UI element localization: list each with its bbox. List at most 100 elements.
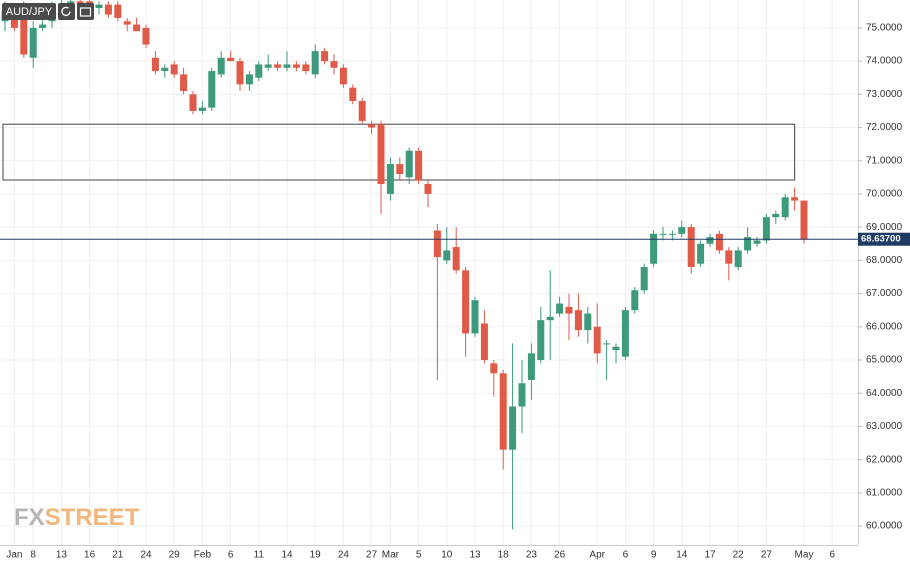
candle-body bbox=[208, 71, 216, 108]
candle-body bbox=[715, 233, 723, 251]
x-tick-label: 8 bbox=[30, 550, 36, 561]
x-tick-label: 5 bbox=[416, 550, 422, 561]
last-price-box bbox=[858, 232, 910, 246]
candle-body bbox=[603, 343, 611, 345]
x-tick-label: Mar bbox=[382, 550, 400, 561]
candle-body bbox=[255, 64, 263, 78]
candle-body bbox=[236, 61, 244, 85]
candle-body bbox=[471, 300, 479, 334]
watermark-fx: FX bbox=[14, 504, 45, 531]
candle-body bbox=[180, 74, 188, 91]
candle-body bbox=[631, 290, 639, 311]
candle-body bbox=[621, 310, 629, 357]
candle-body bbox=[659, 233, 667, 235]
candle-body bbox=[198, 107, 206, 111]
candle-body bbox=[95, 4, 103, 8]
candle-body bbox=[772, 213, 780, 218]
candle-body bbox=[368, 124, 376, 128]
y-tick-label: 61.0000 bbox=[866, 487, 903, 498]
candle-body bbox=[753, 240, 761, 244]
x-tick-label: 16 bbox=[84, 550, 96, 561]
x-tick-label: 29 bbox=[169, 550, 181, 561]
candle-body bbox=[292, 64, 300, 68]
candle-body bbox=[39, 24, 47, 28]
y-tick-label: 73.0000 bbox=[866, 89, 903, 100]
candle-body bbox=[537, 320, 545, 361]
x-tick-label: 24 bbox=[140, 550, 152, 561]
candle-body bbox=[706, 237, 714, 244]
y-tick-label: 60.0000 bbox=[866, 521, 903, 532]
candle-body bbox=[725, 250, 733, 264]
candle-body bbox=[462, 270, 470, 334]
x-tick-label: 6 bbox=[829, 550, 835, 561]
candle-body bbox=[574, 310, 582, 331]
settings-button[interactable] bbox=[77, 3, 94, 20]
candle-body bbox=[734, 250, 742, 268]
candle-body bbox=[499, 373, 507, 450]
candle-body bbox=[650, 233, 658, 264]
y-tick-label: 69.0000 bbox=[866, 222, 903, 233]
candle-body bbox=[518, 383, 526, 407]
refresh-button[interactable] bbox=[58, 3, 75, 20]
y-tick-label: 68.0000 bbox=[866, 255, 903, 266]
candle-body bbox=[509, 406, 517, 450]
candle-body bbox=[386, 164, 394, 194]
candle-body bbox=[330, 61, 338, 68]
y-tick-label: 62.0000 bbox=[866, 454, 903, 465]
x-tick-label: 6 bbox=[623, 550, 629, 561]
candle-body bbox=[161, 67, 169, 72]
x-tick-label: 6 bbox=[228, 550, 234, 561]
refresh-icon bbox=[61, 6, 71, 17]
x-tick-label: 24 bbox=[338, 550, 350, 561]
x-tick-label: 18 bbox=[498, 550, 510, 561]
y-tick-label: 75.0000 bbox=[866, 23, 903, 34]
candle-body bbox=[358, 100, 366, 121]
x-tick-label: 14 bbox=[676, 550, 688, 561]
candle-body bbox=[668, 233, 676, 235]
candle-body bbox=[133, 24, 141, 32]
candle-body bbox=[377, 124, 385, 184]
candle-body bbox=[781, 197, 789, 218]
x-tick-label: 11 bbox=[254, 550, 265, 561]
candle-body bbox=[396, 164, 404, 175]
settings-icon bbox=[79, 7, 92, 17]
candle-body bbox=[283, 64, 291, 68]
y-tick-label: 65.0000 bbox=[866, 355, 903, 366]
candle-body bbox=[565, 306, 573, 314]
candle-body bbox=[791, 197, 799, 201]
candle-body bbox=[640, 267, 648, 291]
y-tick-label: 66.0000 bbox=[866, 321, 903, 332]
candle-body bbox=[151, 57, 159, 72]
candle-body bbox=[302, 64, 310, 72]
x-tick-label: 21 bbox=[112, 550, 124, 561]
candle-body bbox=[678, 227, 686, 234]
candle-body bbox=[245, 74, 253, 85]
candle-body bbox=[405, 150, 413, 178]
candle-body bbox=[264, 64, 272, 68]
x-tick-label: 14 bbox=[281, 550, 293, 561]
grid bbox=[0, 0, 862, 545]
candle-body bbox=[114, 4, 122, 18]
candle-body bbox=[527, 353, 535, 380]
symbol-title: AUD/JPY bbox=[6, 6, 53, 18]
y-tick-label: 71.0000 bbox=[866, 155, 903, 166]
symbol-badge[interactable] bbox=[2, 3, 56, 20]
x-tick-label: 27 bbox=[366, 550, 378, 561]
candle-body bbox=[274, 64, 282, 68]
watermark: FXSTREET bbox=[14, 504, 140, 531]
candle-body bbox=[311, 51, 319, 75]
labels: 60.0000 61.0000 62.0000 63.0000 64.0000 65.00… bbox=[6, 23, 910, 561]
y-tick-label: 64.0000 bbox=[866, 388, 903, 399]
candle-body bbox=[76, 1, 84, 5]
candle-body bbox=[593, 326, 601, 354]
x-tick-label: 13 bbox=[56, 550, 68, 561]
x-tick-label: 9 bbox=[651, 550, 657, 561]
candle-body bbox=[480, 323, 488, 361]
y-tick-label: 63.0000 bbox=[866, 421, 903, 432]
candle-body bbox=[424, 183, 432, 194]
x-tick-label: 17 bbox=[704, 550, 716, 561]
candle-body bbox=[142, 27, 150, 45]
